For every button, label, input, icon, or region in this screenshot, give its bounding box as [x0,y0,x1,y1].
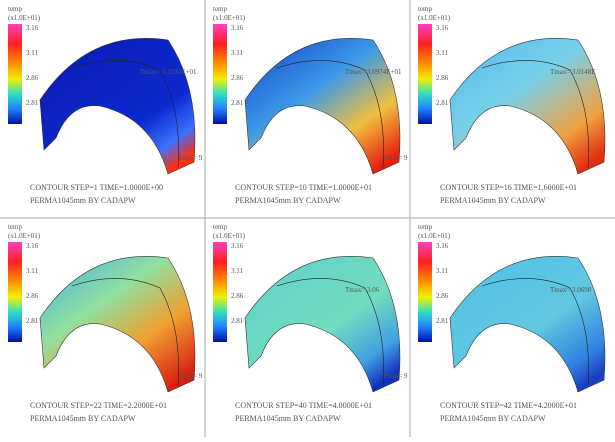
figure: temp(x1.0E+01)3.163.112.862.81Tmax= 3.15… [0,0,615,437]
contour-label: CONTOUR STEP=10 TIME=1.0000E+01 [235,183,372,192]
scale-label: 3.11 [436,49,448,57]
scale-label: 3.16 [231,24,244,32]
model-label: PERMA1045mm BY CADAPW [440,414,546,423]
scale-label: 2.81 [231,99,244,107]
color-bar [418,242,432,342]
color-bar [8,24,22,124]
scale-label: 3.11 [26,267,38,275]
contour-label: CONTOUR STEP=22 TIME=2.2000E+01 [30,401,167,410]
scale-label: 2.86 [26,74,39,82]
scale-label: 3.16 [231,242,244,250]
contour-label: CONTOUR STEP=16 TIME=1.6000E+01 [440,183,577,192]
legend-title: temp [8,223,22,231]
scale-label: 2.81 [231,317,244,325]
scale-label: 2.81 [436,317,449,325]
scale-label: 2.81 [26,317,39,325]
color-bar [213,242,227,342]
scale-label: 2.81 [436,99,449,107]
min-label: Tmin= 9 [178,154,203,162]
max-label: Tmax= 3.0148E [550,68,596,76]
legend-unit: (x1.0E+01) [8,232,41,240]
color-bar [8,242,22,342]
scale-label: 2.86 [231,292,244,300]
min-label: Tmin= 9 [383,154,408,162]
scale-label: 2.81 [26,99,39,107]
legend-unit: (x1.0E+01) [213,14,246,22]
max-label: Tmax= 3.0698 [550,286,592,294]
scale-label: 3.11 [231,49,243,57]
scale-label: 3.16 [436,24,449,32]
min-label: Tmin= 9 [178,372,203,380]
scale-label: 2.86 [436,74,449,82]
min-label: Tmin= 9 [383,372,408,380]
legend-unit: (x1.0E+01) [418,232,451,240]
color-bar [418,24,432,124]
scale-label: 3.16 [26,24,39,32]
legend-title: temp [418,223,432,231]
legend-title: temp [213,5,227,13]
scale-label: 3.11 [231,267,243,275]
scale-label: 2.86 [231,74,244,82]
color-bar [213,24,227,124]
scale-label: 2.86 [436,292,449,300]
max-label: Tmax= 3.0974E+01 [345,68,402,76]
model-label: PERMA1045mm BY CADAPW [30,196,136,205]
legend-unit: (x1.0E+01) [213,232,246,240]
legend-title: temp [8,5,22,13]
contour-label: CONTOUR STEP=42 TIME=4.2000E+01 [440,401,577,410]
contour-label: CONTOUR STEP=1 TIME=1.0000E+00 [30,183,163,192]
contour-label: CONTOUR STEP=40 TIME=4.0000E+01 [235,401,372,410]
model-label: PERMA1045mm BY CADAPW [440,196,546,205]
legend-unit: (x1.0E+01) [418,14,451,22]
legend-title: temp [418,5,432,13]
scale-label: 3.11 [436,267,448,275]
scale-label: 3.11 [26,49,38,57]
model-label: PERMA1045mm BY CADAPW [235,414,341,423]
max-label: Tmax= 3.1584E+01 [140,68,197,76]
legend-unit: (x1.0E+01) [8,14,41,22]
model-label: PERMA1045mm BY CADAPW [235,196,341,205]
legend-title: temp [213,223,227,231]
scale-label: 3.16 [26,242,39,250]
model-label: PERMA1045mm BY CADAPW [30,414,136,423]
scale-label: 3.16 [436,242,449,250]
max-label: Tmax= 3.06 [345,286,380,294]
scale-label: 2.86 [26,292,39,300]
